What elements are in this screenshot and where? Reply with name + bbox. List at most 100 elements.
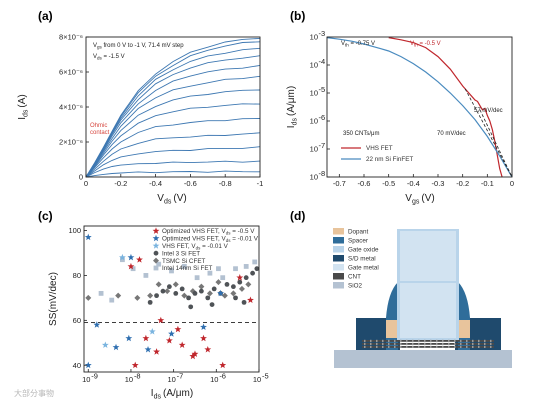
cnt-segment-0-19 xyxy=(478,339,480,342)
panel-c-point-s4-12 xyxy=(221,292,228,299)
panel-c-point-s4-0 xyxy=(85,294,92,301)
panel-c-point-s0-5 xyxy=(191,350,199,357)
panel-c-ytick-label-1: 60 xyxy=(73,316,81,325)
panel-c-xtick-exp-4: -5 xyxy=(262,372,269,381)
panel-c-point-s0-7 xyxy=(219,361,227,369)
cnt-segment-2-12 xyxy=(436,345,438,348)
panel-c-point-s4-2 xyxy=(134,294,141,301)
panel-c-point-s4-10 xyxy=(206,290,213,297)
panel-c-point-s0-10 xyxy=(136,256,143,263)
panel-c-point-s0-12 xyxy=(236,274,244,281)
cnt-segment-1-16 xyxy=(460,342,462,345)
panel-c-legend-marker-5 xyxy=(153,265,159,271)
panel-b-vth-blue-label: Vth = -0.75 V xyxy=(341,41,375,48)
panel-d-legend-swatch-2 xyxy=(333,246,344,253)
panel-d-legend-label-0: Dopant xyxy=(348,229,369,236)
panel-c-point-s1-6 xyxy=(217,289,225,297)
panel-c-point-s1-5 xyxy=(200,323,207,330)
panel-c-ytick-label-3: 100 xyxy=(68,226,81,235)
cnt-segment-1-5 xyxy=(394,342,396,345)
panel-c-point-s1-8 xyxy=(127,253,135,261)
panel-b-ytick-label-0: 10 xyxy=(310,33,318,42)
panel-c-point-s5-9 xyxy=(207,270,213,276)
panel-b-guide-line-0 xyxy=(464,88,513,178)
panel-d-legend-swatch-3 xyxy=(333,255,344,262)
panel-c-point-s3-4 xyxy=(179,286,185,292)
cnt-segment-0-3 xyxy=(382,339,384,342)
panel-c-point-s4-5 xyxy=(164,288,171,295)
panel-a-curve-8 xyxy=(85,64,261,178)
panel-c-xtick-exp-2: -7 xyxy=(177,372,184,381)
panel-c-point-s3-8 xyxy=(205,295,211,301)
panel-c-point-s5-6 xyxy=(169,268,174,274)
cnt-segment-1-20 xyxy=(484,342,486,345)
cnt-segment-0-21 xyxy=(490,339,492,342)
panel-c-legend-marker-3 xyxy=(153,250,159,256)
panel-c-point-s3-20 xyxy=(233,295,238,301)
cnt-tube-2 xyxy=(362,346,494,348)
cnt-segment-2-15 xyxy=(454,345,456,348)
cnt-segment-2-20 xyxy=(484,345,486,348)
panel-c-legend: Optimized VHS FET, Vds = -0.5 VOptimized… xyxy=(152,227,259,272)
panel-b-ss-blue-label: 70 mV/dec xyxy=(437,131,466,137)
panel-c-point-s0-11 xyxy=(247,296,254,304)
panel-d-legend-label-2: Gate oxide xyxy=(348,247,379,254)
panel-c-xtick-label-4: 10 xyxy=(253,375,261,384)
panel-d-legend-swatch-1 xyxy=(333,237,344,244)
panel-c-point-s4-3 xyxy=(147,292,154,299)
panel-d-legend-label-4: Gate metal xyxy=(348,265,379,272)
cnt-segment-2-17 xyxy=(466,345,468,348)
panel-c-legend-label-0: Optimized VHS FET, Vds = -0.5 V xyxy=(162,228,255,235)
panel-c-legend-label-2: VHS FET, Vds = -0.01 V xyxy=(162,243,229,250)
panel-d-device-diagram: Dopant Spacer Gate oxide S/D metal Gate meta… xyxy=(333,228,512,368)
panel-a-curve-9 xyxy=(85,55,261,178)
panel-c-point-s5-7 xyxy=(181,264,187,269)
device-spacer-right xyxy=(458,282,470,350)
panel-c-legend-marker-4 xyxy=(153,257,159,264)
cnt-segment-2-6 xyxy=(400,345,402,348)
panel-c-point-s3-11 xyxy=(224,282,230,287)
cnt-segment-2-21 xyxy=(490,345,492,348)
cnt-segment-0-5 xyxy=(394,339,396,342)
cnt-segment-2-16 xyxy=(460,345,462,348)
cnt-segment-1-13 xyxy=(442,342,444,345)
panel-b-ytick-exp-5: -8 xyxy=(319,169,326,178)
panel-a-x-axis-title: Vds (V) xyxy=(157,193,186,206)
panel-c-point-s5-3 xyxy=(130,266,136,272)
cnt-segment-0-6 xyxy=(400,339,402,342)
panel-c-point-s0-8 xyxy=(157,316,165,324)
panel-c-point-s5-12 xyxy=(243,264,249,269)
cnt-segment-0-1 xyxy=(370,339,372,342)
panel-c-point-s0-3 xyxy=(178,341,186,348)
cnt-segment-1-19 xyxy=(478,342,480,345)
panel-b-ytick-label-4: 10 xyxy=(310,145,318,154)
panel-label-c: (c) xyxy=(38,209,53,223)
panel-a-curve-10 xyxy=(85,47,261,178)
panel-b-xtick-label-5: -0.2 xyxy=(456,179,469,188)
panel-c-point-s0-1 xyxy=(153,348,160,355)
panel-c-point-s4-15 xyxy=(245,281,252,288)
panel-c-point-s3-12 xyxy=(230,284,236,290)
panel-c-point-s4-6 xyxy=(172,281,179,288)
cnt-segment-2-1 xyxy=(370,345,372,348)
panel-b-ytick-label-5: 10 xyxy=(310,173,318,182)
panel-c-point-s1-9 xyxy=(84,233,92,241)
panel-c-frame xyxy=(83,225,260,373)
panel-c-point-s5-5 xyxy=(156,261,162,267)
panel-a-curve-5 xyxy=(85,103,261,178)
cnt-segment-2-8 xyxy=(412,345,414,348)
panel-c-point-s4-11 xyxy=(215,279,222,286)
cnt-segment-1-7 xyxy=(406,342,408,345)
panel-c-xtick-exp-1: -8 xyxy=(134,372,141,381)
cnt-segment-0-13 xyxy=(442,339,444,342)
panel-a-ytick-label-0: 0 xyxy=(79,173,83,182)
panel-c-point-s0-14 xyxy=(174,325,182,333)
panel-a-xtick-label-2: -0.4 xyxy=(149,179,162,188)
panel-a-y-axis-title: Ids(A) xyxy=(17,94,30,120)
legend-label-finfet: 22 nm Si FinFET xyxy=(366,156,413,163)
cnt-segment-0-9 xyxy=(418,339,420,342)
panel-c-point-s3-7 xyxy=(198,288,204,294)
cnt-segment-2-9 xyxy=(418,345,420,348)
cnt-segment-0-2 xyxy=(376,339,378,342)
